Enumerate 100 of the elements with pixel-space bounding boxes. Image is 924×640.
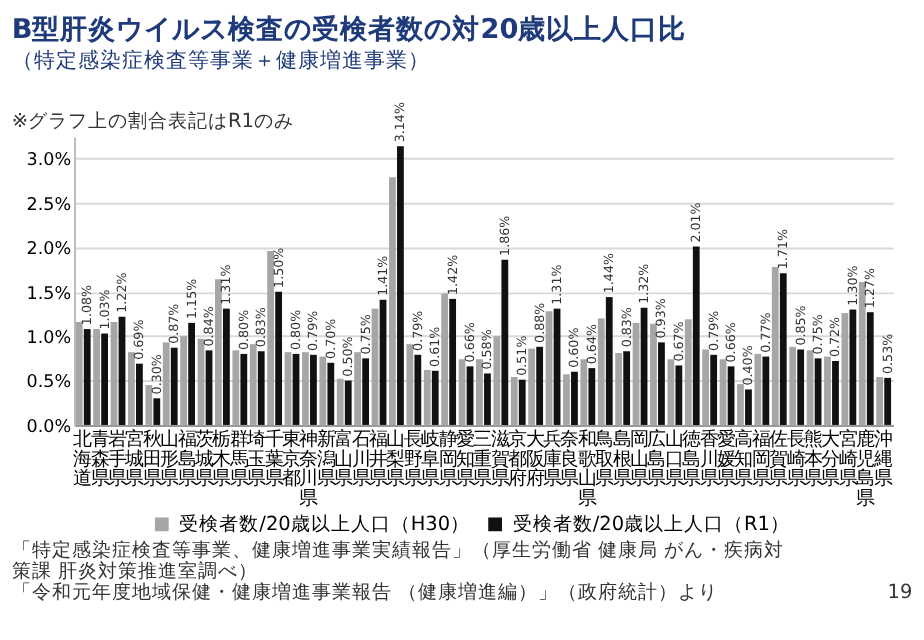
x-tick-label: 埼玉県 [245,427,268,491]
text: 「令和元年度地域保健・健康増進事業報告 （健康増進編）」（政府統計）より [11,580,718,605]
y-tick-label: 0.0% [26,417,72,438]
bar [563,374,570,425]
bar [484,373,491,425]
bar [536,346,544,425]
bar [441,293,449,425]
legend-label: 受検者数/20歳以上人口（R1） [512,512,790,537]
x-tick-label: 静岡県 [438,427,459,491]
bar [162,342,170,425]
bar [145,384,153,425]
bar [232,350,240,425]
x-tick-label: 岐阜県 [421,427,442,491]
bar [240,353,248,425]
bar [692,246,700,425]
x-tick-label: 石川県 [351,429,372,491]
bar [658,342,665,425]
bar [849,309,857,425]
x-tick-label: 三重県 [473,429,494,491]
x-tick-label: 栃木県 [212,427,233,491]
bar [754,353,762,425]
bar [354,352,362,425]
x-tick-label: 秋田県 [142,427,163,491]
x-tick-label: 富山県 [334,427,355,491]
x-tick-label: 熊本県 [804,427,825,491]
bar [101,333,109,425]
bar [771,266,779,425]
bar [745,389,752,425]
bar [414,354,422,425]
x-tick-label: 福岡県 [751,427,772,491]
text: 「特定感染症検査等事業、健康増進事業実績報告」（厚生労働省 健康局 がん・疾病対策課 肝炎対策推進室調べ） [11,537,785,583]
x-tick-label: 兵庫県 [543,427,564,491]
x-tick-label: 大阪府 [525,427,546,491]
bar [302,352,309,425]
x-tick-label: 山口県 [664,427,685,491]
bar [327,362,335,425]
bar [406,344,414,425]
bar [362,358,370,425]
bar [797,349,805,425]
bar [597,318,605,425]
y-tick-label: 1.0% [26,328,72,349]
bar [858,282,866,425]
bar [789,346,797,425]
bar [650,323,657,425]
x-tick-label: 青森県 [90,427,111,491]
bar [588,368,596,425]
x-tick-label: 京都府 [508,427,529,491]
x-tick-label: 福井県 [369,427,390,491]
bar [710,354,718,425]
bar [824,356,831,425]
bar [876,377,884,425]
x-tick-label: 高知県 [734,427,755,491]
x-tick-label: 宮城県 [123,427,146,491]
bar [431,370,439,425]
text: ※グラフ上の割合表記はR1のみ [11,108,294,133]
bar [571,371,578,425]
bar [762,356,770,425]
bar [188,322,196,425]
bar [397,146,404,425]
bar [257,351,265,425]
x-tick-label: 滋賀県 [490,427,511,491]
bar [319,356,327,425]
bar [605,297,613,425]
bar [249,344,257,425]
y-tick-label: 0.5% [26,373,72,394]
y-tick-label: 3.0% [26,151,72,172]
x-tick-label: 佐賀県 [769,429,790,491]
chart-subtitle: （特定感染症検査等事業＋健康増進事業） [11,46,430,73]
legend-label: 受検者数/20歳以上人口（H30） [179,512,471,537]
bar [449,298,457,425]
bar [841,313,849,425]
x-tick-label: 香川県 [699,427,720,491]
bar [866,312,874,425]
x-tick-label: 新潟県 [316,427,337,491]
x-tick-label: 島根県 [612,427,633,491]
bar [83,329,91,425]
bar [476,359,483,425]
bar [310,354,317,425]
bar [528,348,536,425]
bar [779,273,787,425]
x-tick-label: 奈良県 [560,429,581,491]
bar [884,377,892,425]
y-tick-label: 2.5% [26,195,72,216]
bar [344,380,352,425]
x-tick-label: 徳島県 [682,429,703,491]
bar [832,361,839,425]
y-tick-label: 1.5% [26,284,72,305]
x-tick-label: 山梨県 [386,427,407,491]
bar [667,359,675,425]
x-tick-label: 宮崎県 [838,427,859,491]
x-tick-label: 沖縄県 [871,427,894,491]
chart-title: B型肝炎ウイルス検査の受検者数の対20歳以上人口比 [11,11,687,46]
bar [423,369,431,425]
x-tick-label: 長野県 [403,429,424,491]
bar [675,365,683,425]
x-tick-label: 大分県 [821,427,842,491]
bar [170,347,178,425]
x-tick-label: 鳥取県 [593,427,616,491]
x-tick-label: 東京都 [282,427,303,491]
x-tick-label: 山形県 [160,427,181,491]
